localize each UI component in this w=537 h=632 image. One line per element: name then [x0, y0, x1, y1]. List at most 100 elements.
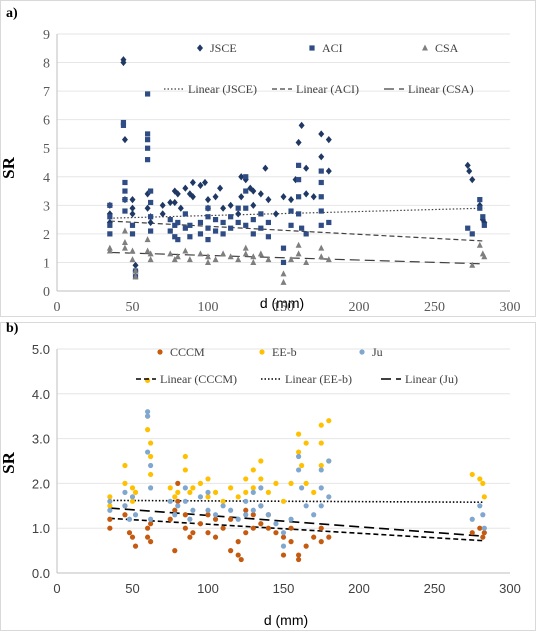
point-jsce	[129, 210, 136, 218]
y-tick-label: 2.0	[32, 476, 50, 491]
point-csa	[469, 261, 476, 268]
y-tick-label: 8	[43, 57, 50, 72]
point-ju	[107, 507, 113, 513]
trendline-linear-ee-b	[109, 499, 485, 504]
point-ju	[318, 467, 324, 473]
point-aci	[205, 214, 211, 220]
point-csa	[167, 250, 174, 257]
point-ju	[167, 498, 173, 504]
point-aci	[145, 91, 151, 97]
point-aci	[481, 222, 487, 228]
point-ju	[148, 485, 154, 491]
point-cccm	[187, 534, 193, 540]
point-csa	[182, 247, 189, 254]
point-ee-b	[129, 485, 136, 491]
point-ee-b	[167, 485, 173, 491]
legend-label-jsce: JSCE	[210, 41, 237, 55]
point-ee-b	[190, 485, 196, 491]
point-cccm	[288, 539, 294, 545]
legend-label-cccm: CCCM	[170, 345, 205, 359]
point-aci	[122, 197, 128, 203]
y-tick-label: 5.0	[32, 342, 50, 357]
point-ee-b	[265, 489, 271, 495]
point-aci	[318, 208, 324, 214]
point-aci	[212, 217, 219, 223]
point-csa	[227, 253, 234, 260]
point-aci	[220, 231, 226, 237]
point-cccm	[318, 539, 324, 545]
panel-b-y-axis-label: SR	[0, 451, 18, 473]
point-aci	[288, 222, 294, 228]
point-ee-b	[469, 471, 475, 478]
panel-a: a) SR d (mm) 0 1 2 3 4 5 6 7 8 9 0 50 100 150 200 250 30…	[0, 0, 536, 317]
x-tick-label: 250	[424, 581, 446, 596]
point-csa	[250, 253, 257, 260]
point-cccm	[288, 525, 294, 531]
point-ee-b	[129, 498, 136, 504]
y-tick-label: 5	[43, 142, 50, 157]
panel-a-x-axis-label: d (mm)	[260, 295, 304, 311]
point-jsce	[171, 198, 178, 207]
point-ee-b	[205, 476, 211, 482]
point-aci	[175, 237, 181, 243]
point-aci	[187, 234, 193, 240]
point-aci	[303, 231, 309, 237]
point-ee-b	[175, 489, 181, 495]
point-ee-b	[288, 480, 294, 486]
point-csa	[235, 256, 242, 263]
point-aci	[480, 214, 486, 220]
point-ee-b	[228, 485, 234, 491]
x-tick-label: 100	[198, 300, 219, 315]
point-csa	[174, 253, 181, 260]
point-cccm	[107, 525, 113, 531]
point-cccm	[167, 516, 173, 522]
point-jsce	[197, 181, 204, 189]
point-cccm	[480, 534, 486, 540]
point-cccm	[303, 543, 309, 549]
point-aci	[148, 214, 154, 220]
y-tick-label: 1.0	[32, 521, 50, 536]
point-ee-b	[250, 485, 256, 491]
trendline-linear-cccm	[109, 517, 485, 542]
point-jsce	[250, 187, 257, 195]
point-aci	[235, 219, 241, 226]
point-cccm	[296, 552, 302, 558]
point-aci	[107, 214, 113, 220]
point-csa	[250, 258, 257, 265]
point-ju	[205, 507, 211, 513]
legend-label-linear-cccm: Linear (CCCM)	[160, 372, 237, 386]
point-cccm	[469, 530, 475, 536]
point-aci	[220, 219, 226, 226]
point-jsce	[295, 138, 302, 147]
point-csa	[476, 241, 483, 248]
point-aci	[243, 188, 249, 194]
point-ju	[145, 409, 151, 415]
point-cccm	[129, 534, 136, 540]
point-jsce	[132, 261, 139, 269]
point-csa	[318, 253, 325, 260]
point-aci	[326, 219, 332, 226]
point-ee-b	[107, 494, 113, 500]
point-ee-b	[326, 418, 332, 424]
point-aci	[197, 231, 204, 237]
point-cccm	[220, 525, 226, 531]
x-tick-label: 150	[273, 300, 294, 315]
y-tick-label: 3.0	[32, 432, 50, 447]
point-csa	[280, 278, 287, 285]
y-tick-label: 1	[43, 256, 50, 271]
panel-a-label: a)	[6, 6, 18, 21]
point-jsce	[159, 201, 166, 209]
point-ju	[299, 485, 305, 491]
point-cccm	[212, 516, 219, 522]
point-aci	[296, 177, 302, 183]
point-cccm	[145, 534, 151, 540]
point-ju	[481, 525, 487, 531]
point-aci	[182, 211, 188, 217]
legend-marker-jsce	[197, 44, 203, 52]
point-aci	[288, 208, 294, 214]
legend-label-ee-b: EE-b	[272, 345, 297, 359]
point-ee-b	[303, 480, 309, 486]
point-aci	[145, 131, 151, 137]
point-ju	[250, 489, 256, 495]
x-tick-label: 250	[424, 300, 445, 315]
